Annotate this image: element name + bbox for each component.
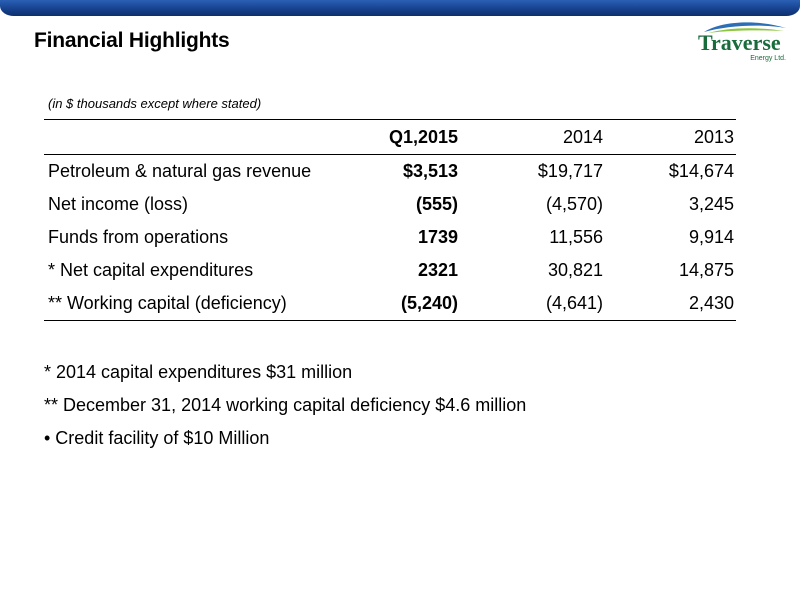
cell-2014: (4,641) [545, 293, 603, 313]
column-header-2014: 2014 [562, 126, 603, 147]
row-label: * Net capital expenditures [48, 260, 254, 280]
company-logo: Traverse Energy Ltd. [694, 20, 790, 66]
table-row: Net income (loss) (555) (4,570) 3,245 [44, 188, 736, 221]
cell-q1-2015: $3,513 [402, 161, 458, 181]
footnote-working-capital: ** December 31, 2014 working capital def… [44, 395, 527, 415]
row-label: Net income (loss) [48, 194, 189, 214]
footnotes: * 2014 capital expenditures $31 million … [44, 356, 744, 455]
row-label: Funds from operations [48, 227, 229, 247]
financial-table: Q1,2015 2014 2013 Petroleum & natural ga… [44, 119, 736, 321]
table-header-row: Q1,2015 2014 2013 [44, 119, 736, 155]
units-note: (in $ thousands except where stated) [48, 96, 262, 111]
table-row: Petroleum & natural gas revenue $3,513 $… [44, 155, 736, 189]
cell-2014: $19,717 [537, 161, 603, 181]
footnote-credit-facility: • Credit facility of $10 Million [44, 428, 270, 448]
cell-2013: 9,914 [688, 227, 734, 247]
cell-q1-2015: (5,240) [400, 293, 458, 313]
column-header-label [44, 120, 344, 155]
cell-2014: 30,821 [547, 260, 603, 280]
cell-2013: 2,430 [688, 293, 734, 313]
footnote-capex: * 2014 capital expenditures $31 million [44, 362, 353, 382]
column-header-q1-2015: Q1,2015 [388, 126, 458, 147]
cell-2013: 3,245 [688, 194, 734, 214]
logo-tagline: Energy Ltd. [750, 55, 786, 62]
page-title: Financial Highlights [34, 29, 230, 52]
cell-q1-2015: (555) [415, 194, 458, 214]
top-banner [0, 0, 800, 16]
column-header-2013: 2013 [693, 126, 734, 147]
cell-q1-2015: 1739 [417, 227, 458, 247]
traverse-logo-icon: Traverse Energy Ltd. [698, 22, 786, 62]
cell-2013: 14,875 [678, 260, 734, 280]
cell-q1-2015: 2321 [417, 260, 458, 280]
cell-2014: 11,556 [549, 227, 603, 247]
cell-2014: (4,570) [545, 194, 603, 214]
cell-2013: $14,674 [668, 161, 734, 181]
row-label: ** Working capital (deficiency) [48, 293, 287, 313]
table-row: ** Working capital (deficiency) (5,240) … [44, 287, 736, 321]
table-row: Funds from operations 1739 11,556 9,914 [44, 221, 736, 254]
table-row: * Net capital expenditures 2321 30,821 1… [44, 254, 736, 287]
row-label: Petroleum & natural gas revenue [48, 161, 312, 181]
logo-name: Traverse [698, 30, 781, 55]
